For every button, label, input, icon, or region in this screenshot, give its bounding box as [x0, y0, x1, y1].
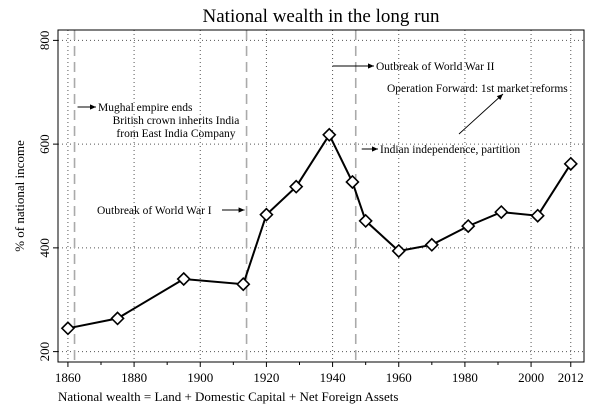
markers [60, 127, 578, 336]
arrow-head [372, 146, 378, 152]
x-tick-label: 1860 [55, 370, 81, 385]
annotation-mughal: from East India Company [116, 128, 235, 140]
data-point [358, 213, 373, 229]
data-point [289, 179, 304, 194]
annotation-mughal: British crown inherits India [113, 115, 240, 127]
x-tick-label: 1880 [121, 370, 147, 385]
x-tick-label: 1940 [320, 370, 346, 385]
annotation-ww1: Outbreak of World War I [97, 205, 212, 217]
x-axis: 1860 1880 1900 1920 1940 1960 1980 2000 2012 [55, 362, 584, 385]
data-point [461, 218, 476, 234]
annotation-mughal: Mughal empire ends [98, 102, 193, 114]
x-tick-label: 2000 [518, 370, 544, 385]
annotation-independence: Indian independence, partition [380, 144, 520, 156]
annotation-arrow [458, 93, 504, 135]
y-axis-label: % of national income [12, 140, 27, 252]
x-axis-label: National wealth = Land + Domestic Capita… [58, 389, 398, 404]
x-tick-label: 2012 [558, 370, 584, 385]
arrow-head [90, 104, 96, 110]
y-tick-label: 400 [37, 238, 52, 258]
data-point [236, 277, 251, 292]
data-point [563, 156, 578, 171]
annotation-reforms: Operation Forward: 1st market reforms [387, 83, 568, 95]
arrow-head [238, 207, 245, 213]
chart-title: National wealth in the long run [203, 6, 440, 27]
x-tick-label: 1980 [452, 370, 478, 385]
gridlines [58, 30, 584, 362]
event-lines [73, 30, 357, 362]
data-point [345, 174, 360, 190]
data-point [494, 204, 509, 220]
data-point [259, 207, 274, 222]
plot-frame [57, 29, 585, 363]
data-point [424, 237, 439, 252]
arrow-head [496, 94, 503, 100]
x-tick-label: 1900 [187, 370, 213, 385]
annotation-ww2: Outbreak of World War II [376, 61, 495, 73]
data-point [530, 208, 545, 223]
x-tick-label: 1920 [253, 370, 279, 385]
data-point [176, 271, 191, 287]
y-tick-label: 600 [37, 134, 52, 154]
y-axis: 200 400 600 800 [37, 31, 58, 362]
data-point [60, 321, 76, 336]
data-point [110, 311, 125, 326]
y-tick-label: 800 [37, 31, 52, 51]
y-tick-label: 200 [37, 342, 52, 362]
x-tick-label: 1960 [386, 370, 412, 385]
data-point [391, 243, 406, 259]
arrow-head [368, 63, 374, 69]
data-point [322, 127, 337, 142]
series-line [67, 132, 572, 330]
